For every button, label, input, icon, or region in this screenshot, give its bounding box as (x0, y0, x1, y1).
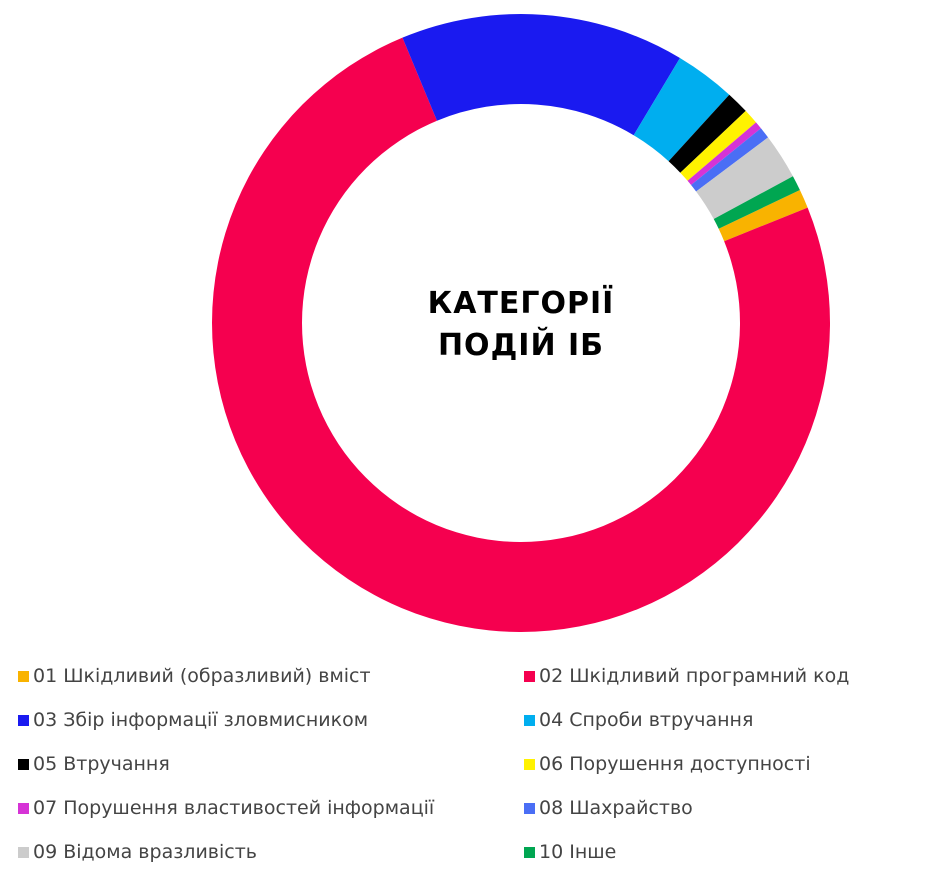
donut-slice-09 (696, 137, 793, 219)
legend-label-07: 07 Порушення властивостей інформації (33, 797, 435, 819)
donut-slice-04 (633, 58, 730, 162)
legend-label-02: 02 Шкідливий програмний код (539, 665, 850, 687)
donut-slice-05 (668, 94, 746, 173)
legend-item-07: 07 Порушення властивостей інформації (18, 786, 524, 830)
legend-swatch-02 (524, 670, 535, 682)
legend-swatch-03 (18, 714, 29, 726)
chart-legend: 01 Шкідливий (образливий) вміст 02 Шкідл… (18, 654, 928, 874)
legend-item-05: 05 Втручання (18, 742, 524, 786)
legend-item-03: 03 Збір інформації зловмисником (18, 698, 524, 742)
legend-item-02: 02 Шкідливий програмний код (524, 654, 928, 698)
donut-slice-01 (718, 189, 808, 242)
legend-label-05: 05 Втручання (33, 753, 170, 775)
legend-label-01: 01 Шкідливий (образливий) вміст (33, 665, 371, 687)
chart-title-line-1: КАТЕГОРІЇ (427, 286, 615, 321)
legend-item-08: 08 Шахрайство (524, 786, 928, 830)
chart-title-line-2: ПОДІЙ ІБ (437, 328, 605, 363)
donut-slice-08 (691, 128, 769, 192)
legend-label-03: 03 Збір інформації зловмисником (33, 709, 369, 731)
legend-item-06: 06 Порушення доступності (524, 742, 928, 786)
legend-swatch-05 (18, 758, 29, 770)
legend-label-09: 09 Відома вразливість (33, 841, 257, 863)
donut-slice-02 (212, 37, 831, 633)
chart-title: КАТЕГОРІЇ ПОДІЙ ІБ (371, 283, 671, 367)
donut-slice-06 (680, 110, 757, 181)
legend-item-09: 09 Відома вразливість (18, 830, 524, 874)
donut-slice-10 (713, 176, 800, 229)
legend-swatch-04 (524, 714, 535, 726)
legend-swatch-06 (524, 758, 535, 770)
legend-label-04: 04 Спроби втручання (539, 709, 754, 731)
donut-slice-07 (687, 122, 761, 186)
legend-swatch-10 (524, 846, 535, 858)
legend-swatch-07 (18, 802, 29, 814)
legend-label-06: 06 Порушення доступності (539, 753, 811, 775)
legend-swatch-09 (18, 846, 29, 858)
legend-item-01: 01 Шкідливий (образливий) вміст (18, 654, 524, 698)
donut-chart (212, 14, 831, 633)
donut-slice-03 (402, 14, 680, 136)
legend-item-04: 04 Спроби втручання (524, 698, 928, 742)
legend-item-10: 10 Інше (524, 830, 928, 874)
legend-label-10: 10 Інше (539, 841, 617, 863)
legend-swatch-01 (18, 670, 29, 682)
legend-label-08: 08 Шахрайство (539, 797, 693, 819)
legend-swatch-08 (524, 802, 535, 814)
